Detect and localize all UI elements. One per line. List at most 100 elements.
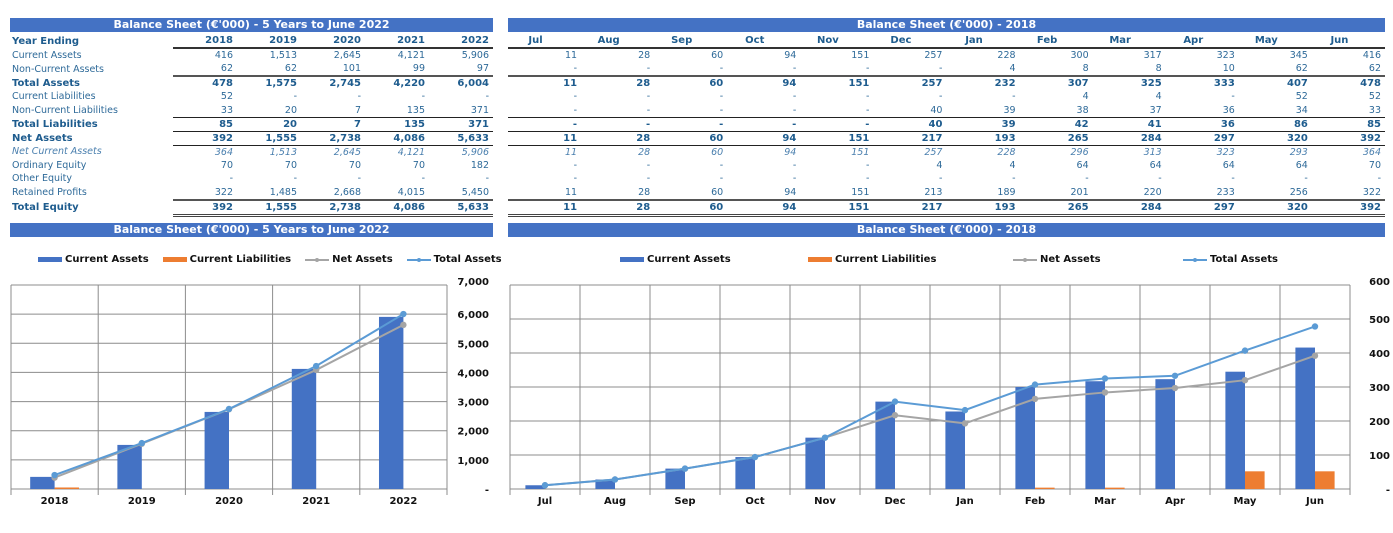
cell-value: 392 — [173, 199, 237, 217]
cell-value: 1,575 — [265, 78, 297, 89]
y-tick-label: 6,000 — [457, 310, 489, 321]
cell-value: 42 — [1019, 117, 1093, 132]
total-assets-line — [544, 325, 1316, 487]
row-label: Non-Current Liabilities — [12, 104, 118, 116]
column-header: Sep — [654, 34, 728, 49]
current-assets-bar — [735, 457, 755, 489]
cell-value: 320 — [1238, 131, 1312, 146]
cell-value: 4 — [946, 62, 1020, 77]
cell-value: 52 — [220, 91, 233, 103]
cell-value: - — [293, 91, 297, 103]
cell-value: 8 — [1092, 62, 1166, 77]
cell-value: 407 — [1286, 78, 1308, 89]
total-assets-point — [1241, 347, 1249, 354]
total-assets-point — [891, 398, 899, 405]
total-assets-point — [541, 482, 549, 489]
cell-value: - — [1231, 91, 1235, 103]
cell-value: - — [727, 103, 801, 118]
row-label: Current Assets — [12, 49, 82, 61]
cell-value: 257 — [924, 146, 943, 158]
cell-value: 201 — [1019, 185, 1093, 201]
table-row: ------------ — [508, 172, 1385, 186]
cell-value: 40 — [873, 103, 947, 118]
cell-value: 2,645 — [333, 50, 361, 61]
cell-value: - — [727, 117, 801, 132]
cell-value: - — [1012, 173, 1016, 185]
current-assets-bar — [805, 437, 825, 489]
cell-value: 151 — [851, 50, 870, 61]
cell-value: - — [581, 117, 655, 132]
table-row: - - - - - 4 4 64 64 64 64 70 — [508, 159, 1385, 173]
cell-value: 94 — [727, 199, 801, 217]
current-liabilities-bar — [1315, 471, 1335, 489]
cell-value: - — [719, 173, 724, 185]
x-tick-label: Jun — [1305, 496, 1324, 507]
net-assets-point — [891, 412, 899, 419]
current-assets-bar — [525, 485, 545, 489]
cell-value: 85 — [1311, 117, 1385, 132]
cell-value: - — [581, 62, 655, 77]
cell-value: 36 — [1165, 103, 1239, 118]
monthly-table-title: Balance Sheet (€'000) - 2018 — [508, 18, 1385, 32]
cell-value: 325 — [1140, 78, 1162, 89]
cell-value: 4,086 — [365, 131, 429, 146]
cell-value: 4,086 — [365, 199, 429, 217]
y-tick-label: 3,000 — [457, 398, 489, 409]
cell-value: 5,633 — [429, 199, 493, 217]
cell-value: - — [229, 173, 233, 185]
total-assets-point — [821, 434, 829, 441]
total-assets-point — [611, 476, 619, 483]
cell-value: - — [939, 173, 943, 185]
cell-value: - — [357, 173, 361, 185]
cell-value: 322 — [173, 185, 237, 201]
x-tick-label: 2019 — [128, 496, 156, 507]
cell-value: 4,220 — [393, 78, 425, 89]
current-liabilities-bar — [1035, 487, 1055, 489]
net-assets-point — [1101, 389, 1109, 396]
cell-value: 60 — [654, 131, 728, 146]
net-assets-point — [1241, 377, 1249, 384]
cell-value: 322 — [1311, 185, 1385, 201]
cell-value: 345 — [1289, 50, 1308, 61]
monthly-chart-legend: Current Assets Current Liabilities Net A… — [620, 254, 1278, 265]
table-row: 11 28 60 94 151 257 228 300 317 323 345 416 — [508, 48, 1385, 62]
cell-value: 94 — [727, 131, 801, 146]
cell-value: 94 — [727, 185, 801, 201]
cell-value: 7 — [301, 103, 365, 118]
column-header: Jul — [508, 34, 582, 49]
table-row: 11 28 60 94 151 257 228 296 313 323 293 364 — [508, 145, 1385, 159]
row-label: Total Assets — [12, 77, 80, 89]
cell-value: 135 — [365, 117, 429, 132]
cell-value: 151 — [800, 199, 874, 217]
cell-value: 70 — [284, 159, 297, 171]
cell-value: - — [800, 117, 874, 132]
net-assets-line-icon — [1013, 256, 1037, 264]
cell-value: 228 — [997, 50, 1016, 61]
cell-value: - — [792, 91, 797, 103]
cell-value: 20 — [237, 117, 301, 132]
table-row: 11 28 60 94 151 257 232 307 325 333 407 478 — [508, 76, 1385, 90]
cell-value: 8 — [1019, 62, 1093, 77]
row-label: Net Current Assets — [12, 146, 102, 158]
cell-value: - — [800, 62, 874, 77]
cell-value: - — [865, 91, 870, 103]
row-label: Ordinary Equity — [12, 159, 87, 171]
cell-value: 11 — [563, 78, 578, 89]
x-tick-label: Nov — [814, 496, 836, 507]
cell-value: - — [800, 103, 874, 118]
cell-value: 2,738 — [301, 199, 365, 217]
current-assets-bar — [1225, 371, 1245, 489]
cell-value: 94 — [782, 78, 797, 89]
table-row: 11 28 60 94 151 217 193 265 284 297 320 392 — [508, 199, 1385, 217]
total-assets-point — [1171, 372, 1179, 379]
cell-value: 296 — [1070, 146, 1089, 158]
cell-value: 62 — [237, 62, 301, 77]
table-row: Ordinary Equity 70 70 70 70 182 — [10, 159, 493, 173]
cell-value: 4,121 — [397, 146, 425, 158]
cell-value: 41 — [1092, 117, 1166, 132]
cell-value: 228 — [997, 146, 1016, 158]
cell-value: - — [1231, 173, 1235, 185]
table-row: Net Current Assets 364 1,513 2,645 4,121 5,90… — [10, 145, 493, 159]
total-assets-point — [400, 310, 407, 318]
table-row: Non-Current Assets 62 62 101 99 97 — [10, 62, 493, 77]
